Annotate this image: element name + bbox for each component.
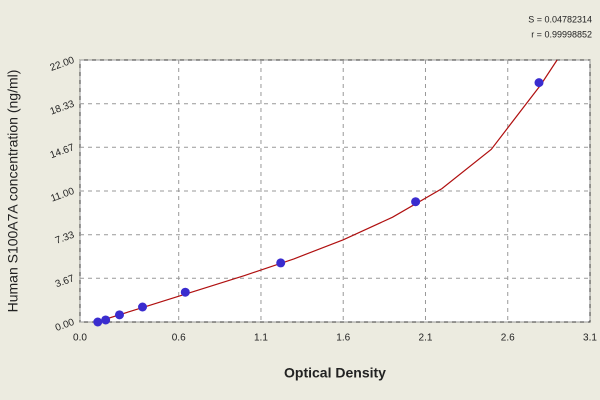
y-tick-label: 7.33: [54, 230, 76, 247]
x-tick-label: 2.1: [419, 333, 433, 344]
data-point: [138, 302, 148, 312]
x-tick-label: 0.6: [172, 333, 186, 344]
annotation: S = 0.04782314: [528, 14, 592, 24]
y-tick-label: 0.00: [54, 317, 76, 334]
data-point: [534, 78, 544, 88]
y-tick-label: 14.67: [49, 142, 77, 161]
data-point: [93, 317, 103, 327]
fit-curve: [96, 59, 558, 323]
x-tick-label: 1.1: [254, 333, 268, 344]
x-tick-label: 1.6: [336, 333, 350, 344]
data-point: [276, 258, 286, 268]
y-axis-label: Human S100A7A concentration (ng/ml): [5, 70, 21, 313]
data-point: [114, 310, 124, 320]
annotation: r = 0.99998852: [531, 29, 592, 39]
data-point: [180, 287, 190, 297]
y-tick-label: 11.00: [49, 186, 76, 205]
y-tick-label: 22.00: [49, 55, 77, 74]
data-point: [411, 197, 421, 207]
x-tick-label: 3.1: [583, 333, 597, 344]
y-tick-label: 18.33: [49, 99, 77, 118]
x-tick-label: 0.0: [73, 333, 87, 344]
data-point: [101, 315, 111, 325]
x-axis-label: Optical Density: [284, 365, 386, 381]
x-tick-label: 2.6: [501, 333, 515, 344]
y-tick-label: 3.67: [54, 273, 76, 290]
